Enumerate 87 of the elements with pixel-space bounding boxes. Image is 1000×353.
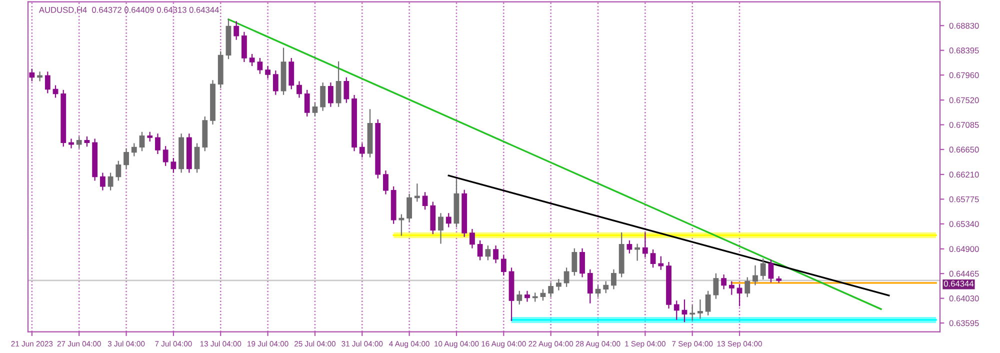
candlestick [493,245,498,264]
candlestick [344,77,350,103]
candlestick [44,72,50,94]
candlestick [477,240,483,260]
y-tick-label: 0.64900 [949,246,979,252]
y-tick-label: 0.68830 [949,22,979,29]
candlestick [312,102,318,117]
candlestick [162,146,168,166]
candlestick [548,282,554,298]
candlestick [752,265,758,286]
candlestick [721,274,726,290]
candlestick [485,245,491,260]
y-tick-label: 0.68395 [949,48,979,54]
candlestick [131,143,137,156]
candlestick [383,170,388,194]
candlestick [713,273,719,299]
candlestick [100,172,106,190]
candlestick [265,66,270,78]
candlestick [470,229,475,248]
candlestick [564,268,570,287]
y-tick-label: 0.63595 [949,320,979,326]
candlestick [744,277,750,298]
y-tick-label: 0.66650 [949,146,979,153]
y-tick-label: 0.67520 [949,97,979,104]
candlestick [572,248,578,276]
ref-line-label: 0.64344 [944,280,974,287]
candlestick [516,290,522,305]
candlestick [682,299,688,322]
text: AUDUSD,H4 0.64372 0.64409 0.64313 0.64344 [38,6,219,14]
candlestick [304,90,310,117]
candlestick [84,136,90,147]
candlestick [658,256,664,270]
candlestick [690,305,696,320]
candlestick [406,194,412,222]
candlestick [650,249,656,268]
y-tick-label: 0.67085 [949,122,979,128]
candlestick [580,248,585,278]
candlestick [108,172,114,190]
candlestick [124,148,129,169]
candlestick [768,260,774,282]
candlestick [155,134,160,154]
candlestick [728,281,734,295]
candlestick [611,269,616,290]
candlestick [674,300,680,320]
candlestick [296,81,302,98]
candlestick [328,82,334,107]
candlestick [288,58,294,90]
candlestick [257,58,263,74]
candlestick [587,269,593,304]
candlestick [642,232,648,258]
candlestick [603,281,609,294]
candlestick [359,143,365,158]
candlestick [76,136,82,148]
candlestick [422,192,428,210]
candlestick [139,132,145,152]
candlestick [595,285,601,298]
candlestick [398,214,404,236]
candlestick [760,258,766,280]
candlestick [194,143,200,173]
candlestick [626,240,632,254]
y-tick-label: 0.67960 [949,72,979,78]
candlestick [556,279,562,290]
candlestick [414,184,420,202]
candlestick [234,21,240,40]
candlestick [446,213,452,228]
candlestick [116,160,122,181]
y-tick-label: 0.64030 [949,296,979,302]
candlestick [272,70,278,95]
y-tick-label: 0.66210 [949,172,979,178]
y-tick-label: 0.65340 [949,221,979,227]
candlestick [29,68,35,82]
candlestick [336,61,342,107]
candlestick [524,290,530,302]
candlestick [438,213,444,244]
candlestick [170,158,176,173]
y-tick-label: 0.65775 [949,196,979,202]
y-tick-label: 0.64465 [949,270,979,277]
candlestick [705,290,711,316]
candlestick [52,85,58,98]
candlestick [736,284,742,306]
candlestick [249,54,255,66]
candlestick [540,289,546,301]
candlestick [634,244,640,261]
candlestick [500,255,506,276]
candlestick [242,32,247,62]
candlestick [320,82,326,111]
candlestick [698,299,703,319]
